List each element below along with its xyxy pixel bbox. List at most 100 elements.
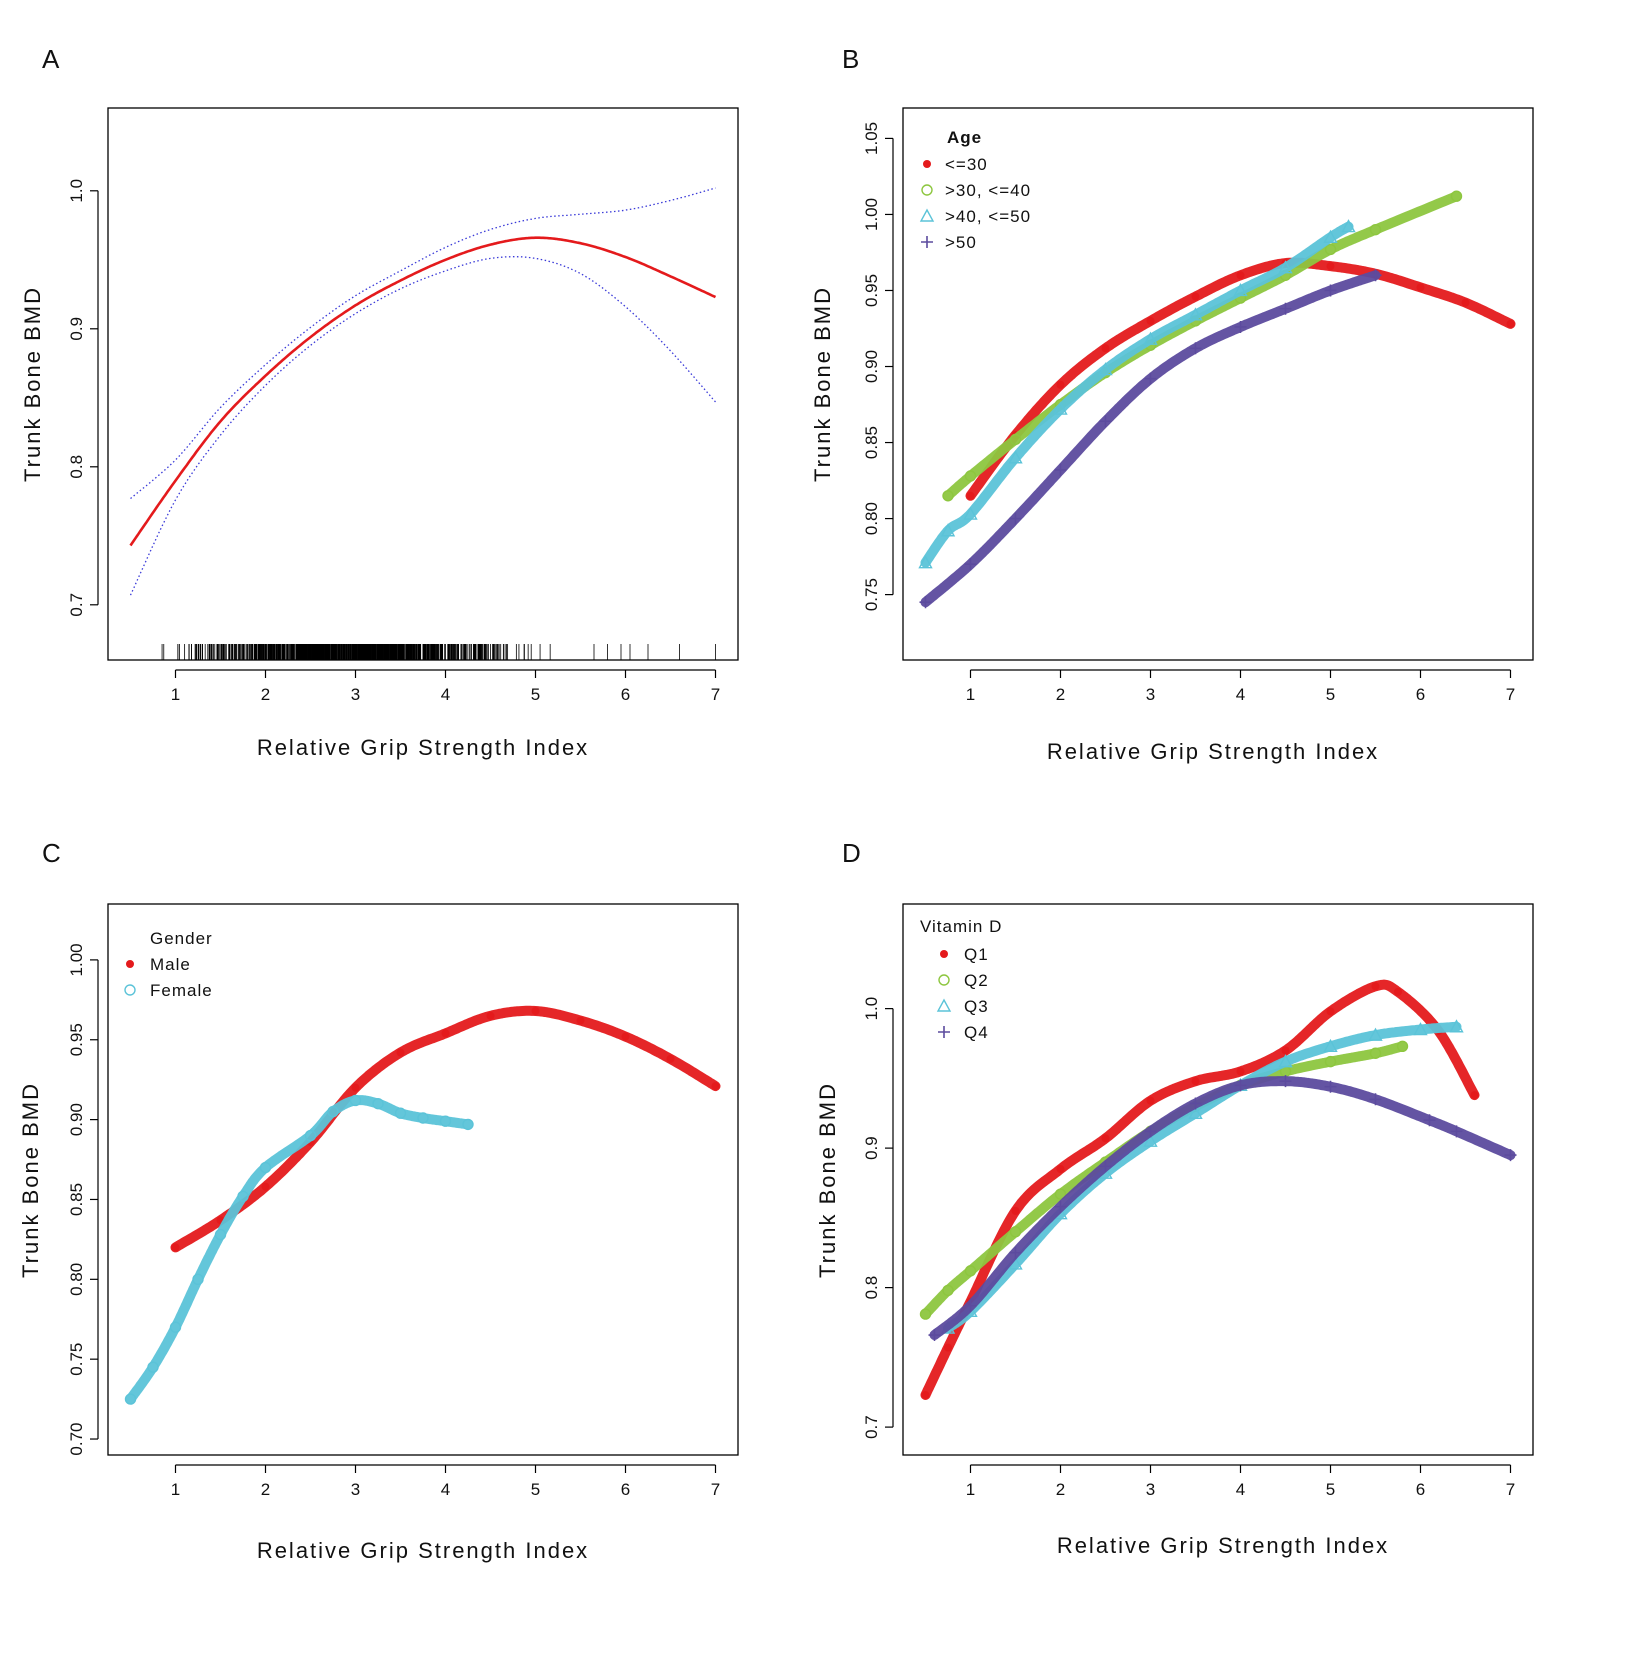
data-point (1506, 319, 1515, 328)
y-tick-label: 0.95 (862, 274, 881, 307)
x-tick-label: 1 (171, 685, 180, 704)
data-point (942, 490, 954, 502)
data-point (1369, 269, 1382, 282)
data-point (351, 1083, 360, 1092)
series-layer (124, 1005, 721, 1405)
data-point (1144, 372, 1157, 385)
data-point (621, 1032, 630, 1041)
x-tick-label: 2 (261, 1480, 270, 1499)
data-point (1324, 243, 1337, 256)
data-point (928, 1329, 941, 1342)
y-tick-label: 0.75 (862, 578, 881, 611)
series-line-lower (129, 256, 716, 596)
data-point (1394, 987, 1402, 996)
panel-label: A (42, 44, 60, 74)
data-point (1009, 1246, 1022, 1259)
panel-label: B (842, 44, 859, 74)
x-tick-label: 3 (351, 1480, 360, 1499)
data-point (1146, 1096, 1155, 1105)
data-point (1234, 320, 1247, 333)
data-point (1236, 271, 1245, 280)
legend-label: Q3 (964, 997, 989, 1016)
x-tick-label: 4 (1236, 685, 1245, 704)
data-point (1504, 1149, 1517, 1162)
series-Female (124, 1094, 474, 1405)
data-point (1396, 1040, 1409, 1052)
data-point (261, 1182, 270, 1191)
y-tick-label: 1.0 (67, 179, 86, 203)
series->50 (919, 269, 1382, 609)
data-point (1009, 433, 1022, 446)
data-point (1144, 1125, 1157, 1138)
data-point (1053, 401, 1068, 415)
data-point (1054, 1200, 1067, 1213)
legend-marker (126, 960, 134, 968)
data-point (1009, 1226, 1022, 1238)
data-point (1326, 262, 1335, 271)
plot-frame (902, 107, 1534, 661)
x-tick-label: 1 (171, 1480, 180, 1499)
data-point (462, 1118, 474, 1131)
x-tick-label: 1 (966, 685, 975, 704)
legend-label: Female (150, 981, 213, 1000)
data-point (1450, 190, 1463, 202)
x-tick-label: 5 (1326, 685, 1335, 704)
data-point (1234, 1079, 1247, 1092)
data-point (944, 1343, 952, 1352)
x-axis: 1 2 3 4 5 6 7 (171, 669, 720, 704)
data-point (1101, 344, 1110, 353)
y-tick-label: 0.9 (862, 1136, 881, 1160)
series-Q1 (920, 979, 1480, 1400)
data-point (1143, 331, 1158, 345)
y-axis: 0.70 0.75 0.80 0.85 0.90 0.95 1.00 (67, 943, 99, 1456)
data-point (963, 506, 978, 520)
series-layer (919, 979, 1517, 1400)
x-tick-label: 2 (261, 685, 270, 704)
data-point (1369, 1047, 1382, 1059)
data-point (486, 1011, 495, 1020)
x-tick-label: 4 (441, 1480, 450, 1499)
data-point (1143, 1133, 1158, 1147)
x-tick-label: 2 (1056, 1480, 1065, 1499)
x-tick-label: 6 (1416, 685, 1425, 704)
y-axis: 0.7 0.8 0.9 1.0 (67, 179, 99, 617)
legend: Age <=30 >30, <=40 >40, <=50 >50 (919, 128, 1030, 252)
legend-marker (919, 208, 935, 222)
x-tick-label: 6 (1416, 1480, 1425, 1499)
panel-label: D (842, 838, 861, 868)
x-tick-label: 7 (1506, 685, 1515, 704)
data-point (1323, 229, 1338, 243)
data-point (169, 1321, 182, 1333)
data-point (1011, 1206, 1020, 1215)
y-tick-label: 0.7 (67, 593, 86, 617)
y-tick-label: 0.90 (862, 350, 881, 383)
x-axis-title: Relative Grip Strength Index (257, 1538, 589, 1563)
series-layer (918, 190, 1516, 609)
panel-d: D 1 2 3 4 5 6 7 0.7 0.8 0.9 1.0 Vitamin D Q1 Q2 Q3 Q… (815, 838, 1534, 1558)
series-band (929, 1076, 1516, 1340)
data-point (576, 1016, 585, 1025)
data-point (349, 1094, 362, 1107)
data-point (1369, 1093, 1382, 1106)
data-point (1099, 1160, 1112, 1173)
legend-marker (940, 950, 948, 958)
data-point (1470, 1091, 1479, 1100)
data-point (259, 1161, 272, 1174)
data-point (1324, 1055, 1337, 1068)
y-axis: 0.75 0.80 0.85 0.90 0.95 1.00 1.05 (862, 122, 894, 611)
series-Q4 (928, 1075, 1517, 1342)
y-tick-label: 1.05 (862, 122, 881, 155)
series-line-upper (130, 187, 716, 500)
data-point (919, 596, 932, 609)
legend-title: Age (947, 128, 982, 147)
x-tick-label: 4 (1236, 1480, 1245, 1499)
y-tick-label: 0.9 (67, 317, 86, 341)
data-point (1324, 284, 1337, 297)
x-tick-label: 7 (711, 685, 720, 704)
data-point (1461, 298, 1470, 307)
y-tick-label: 0.8 (67, 455, 86, 479)
y-tick-label: 1.0 (862, 997, 881, 1021)
series-line-fit (129, 236, 717, 547)
y-tick-label: 1.00 (862, 198, 881, 231)
data-point (1189, 342, 1202, 355)
